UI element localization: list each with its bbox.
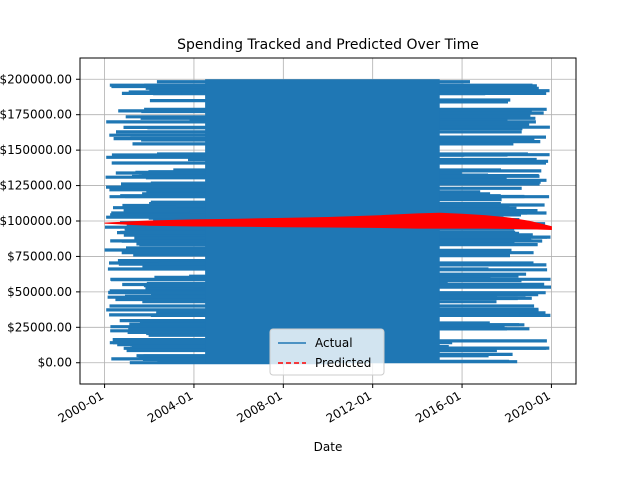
legend: Actual Predicted [269,328,385,376]
actual-series [104,79,551,365]
y-tick-label: $200000.00 [0,72,72,86]
plot-area: $0.00 $25000.00 $50000.00 $75000.00 $100000.… [0,57,577,426]
x-axis-title: Date [314,440,343,454]
y-tick-label: $125000.00 [0,179,72,193]
legend-label: Actual [315,336,353,350]
chart-title: Spending Tracked and Predicted Over Time [177,37,479,53]
y-tick-label: $0.00 [38,356,72,370]
legend-label: Predicted [315,356,371,370]
predicted-series [104,212,552,231]
y-tick-label: $100000.00 [0,214,72,228]
y-tick-label: $150000.00 [0,143,72,157]
y-tick-label: $50000.00 [7,285,72,299]
y-tick-label: $75000.00 [7,249,72,263]
y-tick-label: $175000.00 [0,108,72,122]
y-tick-label: $25000.00 [7,320,72,334]
